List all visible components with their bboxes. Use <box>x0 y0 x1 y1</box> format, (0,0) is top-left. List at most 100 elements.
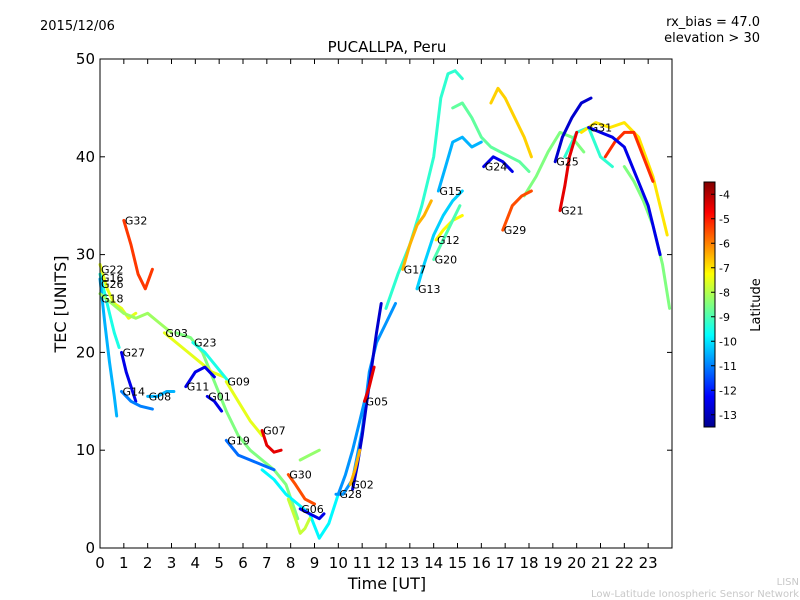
x-tick-label: 15 <box>448 554 467 572</box>
x-tick-label: 2 <box>143 554 153 572</box>
tec-track-8 <box>489 86 533 159</box>
y-tick-label: 10 <box>76 441 95 459</box>
x-tick-label: 8 <box>286 554 296 572</box>
series-label-g30: G30 <box>289 469 312 482</box>
series-line-g21 <box>558 130 579 213</box>
x-tick-label: 17 <box>496 554 515 572</box>
y-axis-ticks: 0 10 20 30 40 50 <box>76 50 672 557</box>
series-label-g31: G31 <box>590 121 613 134</box>
x-tick-label: 6 <box>238 554 248 572</box>
series-label-g28: G28 <box>339 488 362 501</box>
series-line-g25 <box>553 96 593 164</box>
x-tick-label: 22 <box>615 554 634 572</box>
series-line-g23 <box>191 341 231 384</box>
series-label-g05: G05 <box>366 395 389 408</box>
colorbar <box>703 181 716 428</box>
tec-track-2 <box>286 497 312 535</box>
x-tick-label: 11 <box>353 554 372 572</box>
series-label-g26: G26 <box>101 278 124 291</box>
series-line-g18 <box>98 292 173 335</box>
x-tick-label: 0 <box>95 554 105 572</box>
series-label-g32: G32 <box>125 214 148 227</box>
tec-track-7 <box>451 101 531 173</box>
series-label-g13: G13 <box>418 283 441 296</box>
colorbar-tick-label: -5 <box>719 213 730 226</box>
y-tick-label: 30 <box>76 246 95 264</box>
series-label-g22: G22 <box>101 263 124 276</box>
series-line-g32 <box>122 218 154 291</box>
colorbar-ticks: -4 -5 -6 -7 -8 -9 -10 -11 -12 -13 <box>711 188 737 422</box>
series-line-g14 <box>120 390 154 411</box>
series-line-g30 <box>286 473 316 506</box>
y-tick-label: 50 <box>76 50 95 68</box>
x-tick-label: 4 <box>191 554 201 572</box>
series-line-g07 <box>260 429 283 454</box>
colorbar-tick-label: -7 <box>719 262 730 275</box>
series-line-g15 <box>436 135 483 193</box>
series-label-g08: G08 <box>149 390 172 403</box>
series-line-g05 <box>363 365 376 403</box>
series-line-g29 <box>501 189 533 232</box>
y-tick-label: 20 <box>76 343 95 361</box>
colorbar-tick-label: -12 <box>719 384 737 397</box>
series-line-g13 <box>415 189 464 291</box>
plot-frame <box>99 58 673 549</box>
credit-lisn: LISN <box>777 577 799 588</box>
series-line-g11 <box>184 365 216 389</box>
series-label-g17: G17 <box>404 263 427 276</box>
series-label-g27: G27 <box>122 346 145 359</box>
x-axis-label: Time [UT] <box>347 574 426 593</box>
series-label-g16: G16 <box>101 272 124 285</box>
series-line-g22 <box>98 262 138 320</box>
y-axis-label: TEC [UNITS] <box>51 256 70 354</box>
colorbar-tick-label: -13 <box>719 409 737 422</box>
y-tick-label: 40 <box>76 148 95 166</box>
series-line-g09 <box>224 380 264 437</box>
series-label-g01: G01 <box>208 390 231 403</box>
series-label-g19: G19 <box>227 434 250 447</box>
series-label-g07: G07 <box>263 425 286 438</box>
y-tick-label: 0 <box>85 539 95 557</box>
series-line-g26 <box>98 277 119 418</box>
tec-track-12 <box>603 130 655 183</box>
series-label-g11: G11 <box>187 381 210 394</box>
colorbar-tick-label: -8 <box>719 286 730 299</box>
series-line-g31 <box>587 126 662 257</box>
colorbar-tick-label: -11 <box>719 360 737 373</box>
colorbar-tick-label: -4 <box>719 188 730 201</box>
series-label-g12: G12 <box>437 234 460 247</box>
series-line-g20 <box>432 204 462 261</box>
series-line-g17 <box>401 199 433 271</box>
series-line-g01 <box>205 394 224 413</box>
colorbar-tick-label: -9 <box>719 311 730 324</box>
series-label-g18: G18 <box>101 293 124 306</box>
tec-track-1 <box>260 468 340 540</box>
series-label-g23: G23 <box>194 337 217 350</box>
x-tick-label: 19 <box>543 554 562 572</box>
x-tick-label: 21 <box>591 554 610 572</box>
x-tick-label: 12 <box>376 554 395 572</box>
series-line-g28 <box>336 399 366 496</box>
tec-track-13 <box>622 165 672 310</box>
x-tick-label: 13 <box>400 554 419 572</box>
series-line-g06 <box>298 507 326 521</box>
x-tick-label: 14 <box>424 554 443 572</box>
series-line-g16 <box>98 272 121 349</box>
series-line-g12 <box>434 214 464 242</box>
series-line-g24 <box>482 155 514 173</box>
series-line-g27 <box>120 350 138 403</box>
series-line-g02 <box>348 448 362 486</box>
date-label: 2015/12/06 <box>40 19 115 34</box>
credit-network: Low-Latitude Ionospheric Sensor Network <box>591 589 799 600</box>
series-label-g03: G03 <box>165 327 188 340</box>
x-tick-label: 20 <box>567 554 586 572</box>
series-line-g19 <box>224 438 276 472</box>
colorbar-tick-label: -10 <box>719 335 737 348</box>
series-label-g06: G06 <box>301 503 324 516</box>
series-label-g25: G25 <box>556 156 579 169</box>
series-label-g15: G15 <box>439 185 462 198</box>
series-line-g08 <box>146 390 176 398</box>
colorbar-tick-label: -6 <box>719 237 730 250</box>
